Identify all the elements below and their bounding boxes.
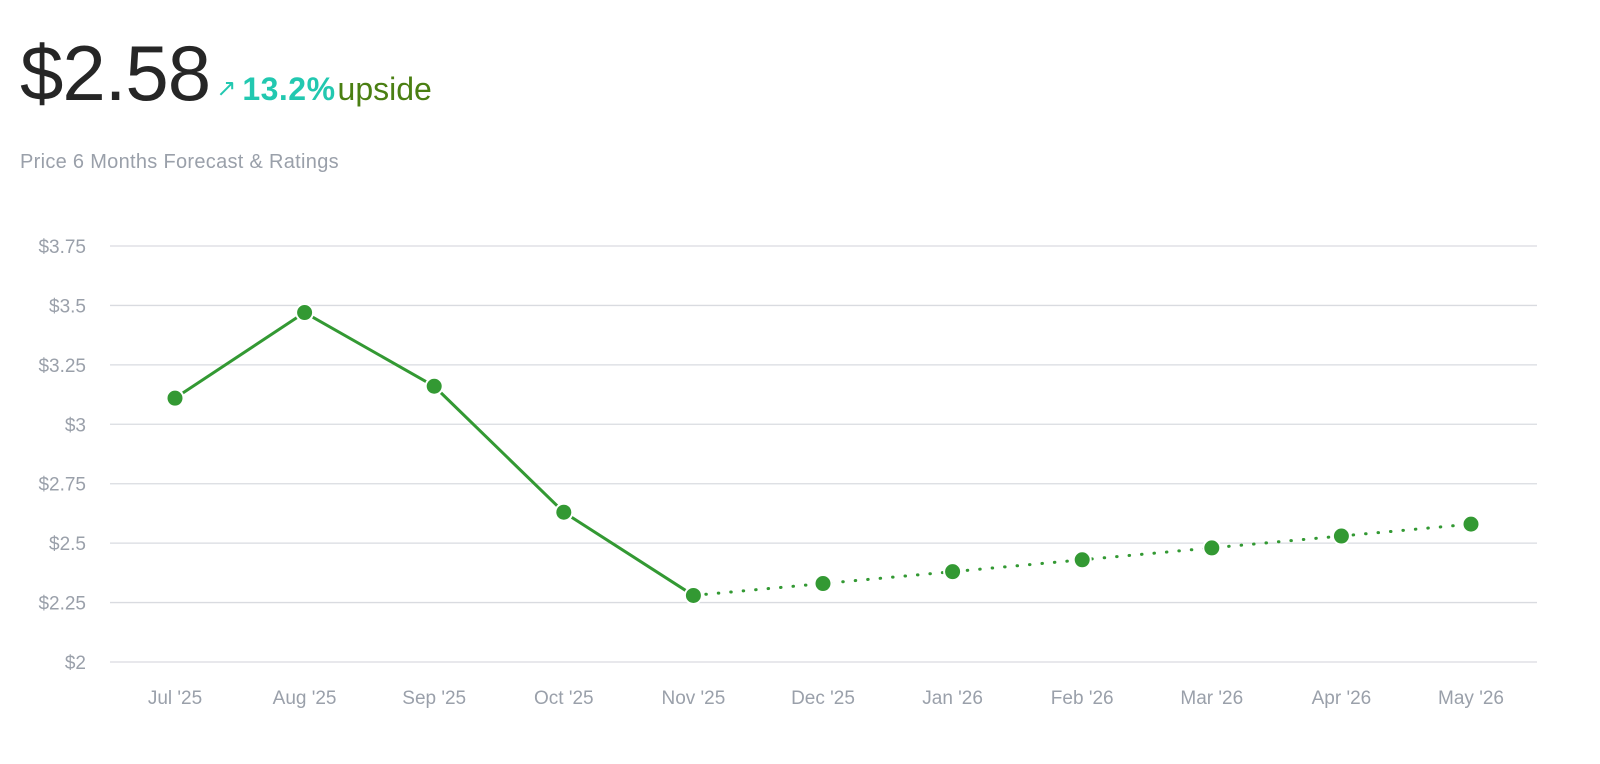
x-tick-label: Sep '25: [402, 688, 466, 709]
y-tick-label: $2: [65, 653, 86, 674]
data-point: [683, 585, 703, 605]
y-tick-label: $2.25: [38, 594, 86, 615]
y-tick-label: $2.5: [49, 534, 86, 555]
data-point: [295, 303, 315, 323]
price-header: $2.58 ↗ 13.2% upside: [20, 34, 432, 112]
x-tick-label: Apr '26: [1312, 688, 1372, 709]
x-tick-label: Dec '25: [791, 688, 855, 709]
x-tick-label: Aug '25: [273, 688, 337, 709]
x-tick-label: Jul '25: [148, 688, 202, 709]
y-tick-label: $3.25: [38, 356, 86, 377]
data-point: [1461, 514, 1481, 534]
y-tick-label: $2.75: [38, 475, 86, 496]
series-lines: [173, 311, 1473, 597]
y-axis: $2 $2.25 $2.5 $2.75 $3 $3.25 $3.5 $3.75: [38, 237, 86, 674]
data-point: [1331, 526, 1351, 546]
up-right-arrow-icon: ↗: [216, 75, 237, 102]
x-tick-label: Feb '26: [1051, 688, 1114, 709]
x-tick-label: Oct '25: [534, 688, 594, 709]
x-tick-label: Jan '26: [922, 688, 983, 709]
grid-layer: [110, 245, 1537, 663]
data-point: [1072, 550, 1092, 570]
history-line: [173, 311, 695, 597]
data-point: [1202, 538, 1222, 558]
data-point: [943, 562, 963, 582]
y-tick-label: $3.5: [49, 296, 86, 317]
x-tick-label: May '26: [1438, 688, 1504, 709]
series-points: [165, 303, 1481, 605]
y-tick-label: $3: [65, 415, 86, 436]
data-point: [165, 388, 185, 408]
upside-percent: 13.2%: [242, 71, 336, 107]
forecast-subtitle: Price 6 Months Forecast & Ratings: [20, 151, 339, 173]
current-price: $2.58: [20, 29, 211, 117]
x-axis: Jul '25 Aug '25 Sep '25 Oct '25 Nov '25 Dec '…: [148, 688, 1504, 709]
upside-label: upside: [337, 71, 432, 107]
data-point: [424, 376, 444, 396]
x-tick-label: Mar '26: [1180, 688, 1243, 709]
data-point: [813, 574, 833, 594]
data-point: [554, 502, 574, 522]
y-tick-label: $3.75: [38, 237, 86, 258]
x-tick-label: Nov '25: [661, 688, 725, 709]
